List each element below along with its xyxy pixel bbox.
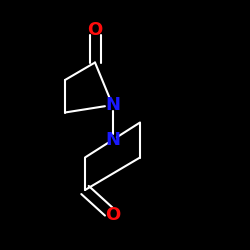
Text: N: N xyxy=(105,131,120,149)
Text: O: O xyxy=(88,21,103,39)
Text: N: N xyxy=(105,96,120,114)
Text: O: O xyxy=(105,206,120,224)
